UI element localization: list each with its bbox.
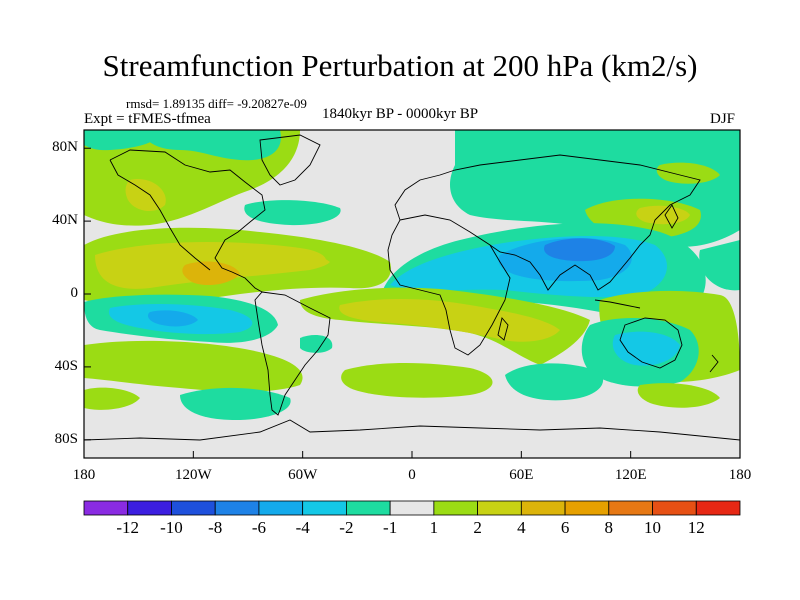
colorbar-swatch [652, 500, 697, 516]
stats-line: rmsd= 1.89135 diff= -9.20827e-09 [126, 96, 307, 111]
north-america-coastline [109, 149, 266, 293]
contour-region [339, 298, 560, 342]
lon-label: 180 [72, 467, 96, 483]
lat-label: 40S [54, 357, 78, 374]
contour-region [84, 340, 303, 392]
south-america-coastline [254, 291, 331, 416]
colorbar [83, 500, 741, 516]
colorbar-label: 8 [604, 518, 614, 537]
lon-label: 180 [728, 467, 752, 483]
colorbar-label: -8 [208, 518, 223, 537]
colorbar-swatch [258, 500, 304, 516]
new-zealand-coastline [709, 354, 719, 373]
experiment-label: Expt = tFMES-tfmea [84, 111, 211, 127]
colorbar-swatch [477, 500, 522, 516]
antarctica-coastline [84, 419, 740, 441]
colorbar-label: -4 [295, 518, 310, 537]
colorbar-label: -10 [160, 518, 183, 537]
contour-region [180, 387, 291, 420]
contour-region [140, 130, 281, 161]
north-america-west-coastline [109, 159, 211, 271]
lat-label: 0 [70, 285, 79, 301]
period-label: 1840kyr BP - 0000kyr BP [322, 106, 479, 122]
colorbar-swatch [389, 500, 435, 516]
australia-coastline [619, 317, 683, 369]
season-label: DJF [710, 111, 736, 127]
contour-region [84, 387, 140, 410]
lon-label: 120E [614, 467, 647, 483]
lon-label: 60E [509, 467, 534, 483]
contour-region [637, 383, 720, 408]
colorbar-swatch [520, 500, 566, 516]
greenland-coastline [259, 134, 321, 186]
japan-coastline [664, 204, 679, 229]
coastline-layer [84, 134, 740, 441]
colorbar-label: -2 [339, 518, 354, 537]
contour-region [656, 162, 720, 184]
contour-region [147, 310, 198, 327]
contour-region [300, 335, 333, 353]
contour-region [244, 200, 341, 226]
colorbar-label: 2 [473, 518, 482, 537]
eurasia-coastline [394, 154, 701, 291]
colorbar-label: 12 [687, 518, 705, 537]
contour-region [84, 130, 160, 151]
colorbar-swatch [83, 500, 129, 516]
lon-label: 60W [288, 467, 318, 483]
colorbar-swatch [608, 500, 653, 516]
colorbar-swatch [695, 500, 741, 516]
colorbar-label: 10 [644, 518, 662, 537]
colorbar-swatch [302, 500, 347, 516]
colorbar-label: -12 [116, 518, 140, 537]
contour-region [612, 331, 680, 366]
colorbar-label: 4 [517, 518, 526, 537]
lat-label: 40N [52, 212, 78, 229]
contour-region [505, 363, 604, 401]
contour-region [243, 248, 330, 271]
colorbar-swatch [564, 500, 610, 516]
colorbar-label: 6 [560, 518, 570, 537]
colorbar-label: 1 [429, 518, 439, 537]
contour-fill-layer [84, 130, 740, 458]
colorbar-label: -6 [251, 518, 266, 537]
contour-region [341, 363, 493, 398]
colorbar-swatch [345, 500, 391, 516]
contour-region [699, 240, 740, 291]
colorbar-swatch [433, 500, 479, 516]
contour-region [544, 238, 615, 262]
indonesia-coastline [594, 299, 641, 309]
axis-ticks [83, 147, 741, 458]
lon-label: 0 [408, 467, 416, 483]
colorbar-swatch [171, 500, 216, 516]
contour-region [182, 261, 240, 286]
madagascar-coastline [497, 317, 509, 341]
colorbar-swatch [127, 500, 172, 516]
lon-label: 120W [174, 467, 212, 483]
colorbar-swatch [214, 500, 260, 516]
africa-coastline [387, 214, 511, 356]
colorbar-label: -1 [383, 518, 398, 537]
lat-label: 80N [52, 139, 78, 156]
plot-title: Streamfunction Perturbation at 200 hPa (… [102, 48, 698, 83]
lat-label: 80S [54, 430, 78, 447]
